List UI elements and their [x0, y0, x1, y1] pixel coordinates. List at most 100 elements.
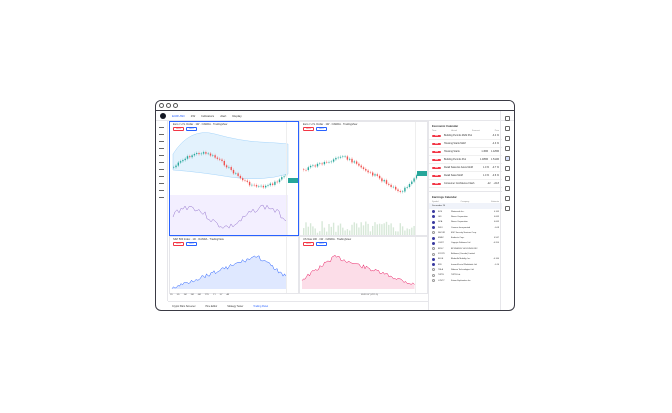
estimate: -0.08: [494, 226, 499, 229]
symbol-button[interactable]: EURUSD: [172, 113, 185, 118]
candle: [223, 160, 225, 166]
economic-event-row[interactable]: ●●● Consumer Confidence Flash -22 -22.8: [429, 180, 502, 188]
price-axis[interactable]: [415, 122, 427, 235]
earnings-row[interactable]: BLDE Blade Air Mobility, Inc. -0.164: [429, 257, 502, 262]
candle: [362, 167, 365, 169]
importance-badge: ●●●: [432, 158, 441, 161]
importance-badge: ●●●: [432, 166, 441, 169]
candle: [184, 158, 186, 161]
ideas-icon[interactable]: [505, 166, 510, 171]
bottom-tab[interactable]: Strategy Tester: [227, 305, 244, 308]
earnings-row[interactable]: STORY Bellmare (Canada) Limited: [429, 251, 502, 256]
earnings-row[interactable]: GIS Nexus Corporation 0.663: [429, 214, 502, 219]
pattern-icon[interactable]: [159, 162, 164, 163]
chart-canvas[interactable]: [170, 237, 299, 294]
volume-bar: [330, 226, 332, 235]
range-button[interactable]: 1M: [183, 294, 187, 296]
chart-pane-nas100[interactable]: US Nas 100 · 1W · OANDA · TradingView SE…: [299, 236, 428, 294]
news-icon[interactable]: [505, 186, 510, 191]
sell-button[interactable]: SELL: [303, 242, 315, 246]
volume-bar: [332, 222, 335, 235]
text-icon[interactable]: [159, 155, 164, 156]
range-button[interactable]: 1D: [170, 294, 173, 296]
economic-columns: Time Actual Forecast Prior: [429, 130, 502, 132]
watchlist-icon[interactable]: [505, 116, 510, 121]
chart-pane-eurusd-2[interactable]: Euro / U.S. Dollar · 1W · OANDA · Tradin…: [299, 121, 428, 236]
fib-icon[interactable]: [159, 141, 164, 142]
replay-button[interactable]: Replay: [232, 113, 242, 118]
sell-button[interactable]: SELL: [173, 242, 185, 246]
range-button[interactable]: 5Y: [219, 294, 223, 296]
close-dot[interactable]: [159, 103, 164, 108]
economic-event-row[interactable]: ●●● Building Permits MoM Prel -3.4 %: [429, 132, 502, 140]
magnet-icon[interactable]: [159, 183, 164, 184]
bottom-tab[interactable]: Trading Panel: [253, 305, 269, 308]
forecast-value: 1.0 %: [482, 174, 490, 177]
volume-bar: [323, 227, 326, 235]
range-button[interactable]: 3M: [190, 294, 194, 296]
maximize-dot[interactable]: [173, 103, 178, 108]
indicators-button[interactable]: Indicators: [201, 113, 215, 118]
economic-event-row[interactable]: ●●● Retail Sales Ex Autos MoM 1.0 % -0.7 %: [429, 164, 502, 172]
earnings-row[interactable]: TBLA Nubeon Technologies Ltd.: [429, 267, 502, 272]
interval-button[interactable]: 1W: [190, 113, 196, 118]
economic-event-row[interactable]: ●●● Housing Starts MoM -4.3 %: [429, 140, 502, 148]
buy-button[interactable]: BUY: [186, 242, 197, 246]
alerts-icon[interactable]: [505, 126, 510, 131]
buy-button[interactable]: BUY: [316, 242, 327, 246]
range-button[interactable]: 5D: [176, 294, 180, 296]
earnings-row[interactable]: IRN IronoraPrecial Worldwide Ltd. -0.16: [429, 262, 502, 267]
hotlist-icon[interactable]: [505, 146, 510, 151]
range-button[interactable]: 1Y: [213, 294, 216, 296]
bottom-tab[interactable]: Crypto Pairs Screener: [172, 305, 196, 308]
earnings-row[interactable]: EMBC Embecta Corp. 0.567: [429, 235, 502, 240]
range-button[interactable]: YTD: [204, 294, 210, 296]
earnings-row[interactable]: SECUR ESC Security Services Corp.: [429, 230, 502, 235]
symbol: BLDE: [438, 258, 444, 261]
volume-bar: [344, 230, 346, 235]
chart-canvas[interactable]: [300, 237, 428, 294]
chart-pane-spx[interactable]: S&P 500 Index · 1D · OANDA · TradingView…: [169, 236, 299, 294]
chart-pane-eurusd-1[interactable]: Euro / U.S. Dollar · 1W · OANDA · Tradin…: [169, 121, 299, 236]
range-button[interactable]: 6M: [197, 294, 201, 296]
sell-button[interactable]: SELL: [173, 127, 185, 131]
earnings-row[interactable]: INFO Cosmos Incorporated -0.08: [429, 225, 502, 230]
earnings-row[interactable]: BPGY BP ENERGY HOLDINGS INC: [429, 246, 502, 251]
economic-event-row[interactable]: ●●● Housing Starts 1.36M 1.425M: [429, 148, 502, 156]
help-icon[interactable]: [505, 206, 510, 211]
range-button[interactable]: All: [226, 294, 229, 296]
minimize-dot[interactable]: [166, 103, 171, 108]
notifications-icon[interactable]: [505, 196, 510, 201]
measure-icon[interactable]: [159, 169, 164, 170]
lock-icon[interactable]: [159, 190, 164, 191]
bottom-tab[interactable]: Pine Editor: [205, 305, 218, 308]
data-window-icon[interactable]: [505, 136, 510, 141]
chat-icon[interactable]: [505, 176, 510, 181]
candle: [316, 163, 319, 167]
economic-event-row[interactable]: ●●● Building Permits Prel 1.485M 1.512M: [429, 156, 502, 164]
estimate: 0.163: [493, 210, 499, 213]
zoom-icon[interactable]: [159, 176, 164, 177]
buy-button[interactable]: BUY: [186, 127, 197, 131]
buy-button[interactable]: BUY: [316, 127, 327, 131]
economic-event-row[interactable]: ●●● Retail Sales MoM 1.0 % -0.6 %: [429, 172, 502, 180]
earnings-row[interactable]: NCA Nexus Corporation 0.663: [429, 220, 502, 225]
earnings-row[interactable]: BCE Waterwork Inc. 0.163: [429, 209, 502, 214]
earnings-row[interactable]: TWTB TWTB Ltd.: [429, 273, 502, 278]
calendar-icon[interactable]: [505, 156, 510, 161]
earnings-row[interactable]: LCNTY Koinor Exploration Inc.: [429, 278, 502, 283]
price-axis[interactable]: [286, 122, 298, 235]
alert-button[interactable]: Alert: [220, 113, 227, 118]
trash-icon[interactable]: [159, 197, 164, 198]
brush-icon[interactable]: [159, 148, 164, 149]
cursor-icon[interactable]: [159, 127, 164, 128]
price-axis[interactable]: [415, 237, 427, 293]
earnings-row[interactable]: CGNT Cognyte Software Ltd. -0.204: [429, 241, 502, 246]
chart-canvas[interactable]: [170, 122, 299, 236]
candle: [276, 181, 278, 183]
trendline-icon[interactable]: [159, 134, 164, 135]
price-axis[interactable]: [286, 237, 298, 293]
sell-button[interactable]: SELL: [303, 127, 315, 131]
chart-canvas[interactable]: [300, 122, 428, 236]
pane-title: Euro / U.S. Dollar · 1W · OANDA · Tradin…: [303, 123, 358, 126]
